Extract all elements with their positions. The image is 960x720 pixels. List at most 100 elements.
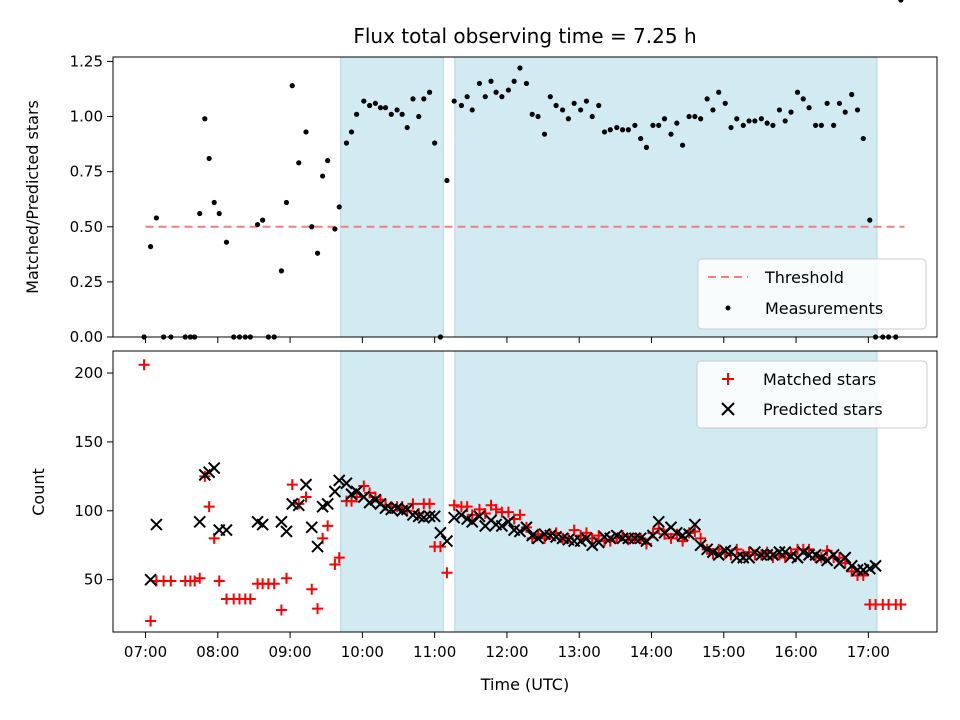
measurement-point bbox=[211, 199, 217, 206]
measurement-point bbox=[800, 96, 806, 102]
measurement-point bbox=[668, 131, 674, 137]
matched-star-point bbox=[695, 532, 707, 544]
measurement-point bbox=[601, 129, 608, 135]
predicted-star-point bbox=[328, 485, 342, 498]
predicted-star-point bbox=[495, 519, 509, 533]
matched-star-point bbox=[653, 523, 665, 535]
measurement-point bbox=[541, 131, 548, 137]
matched-star-point bbox=[312, 603, 324, 615]
measurement-point bbox=[493, 89, 499, 95]
predicted-star-point bbox=[144, 573, 157, 586]
predicted-star-point bbox=[434, 526, 447, 540]
measurement-point bbox=[547, 94, 553, 100]
measurement-points bbox=[141, 0, 904, 340]
predicted-star-point bbox=[333, 474, 346, 487]
y-tick-label: 0.50 bbox=[70, 218, 103, 236]
x-tick-label: 12:00 bbox=[485, 643, 528, 661]
bottom-legend: Matched stars Predicted stars bbox=[696, 360, 928, 429]
measurement-point bbox=[614, 124, 620, 131]
predicted-star-point bbox=[340, 477, 353, 490]
matched-star-point bbox=[743, 546, 755, 558]
y-tick-label: 50 bbox=[84, 571, 103, 589]
measurement-point bbox=[794, 89, 801, 95]
matched-star-point bbox=[165, 575, 177, 587]
matched-star-point bbox=[424, 498, 436, 510]
predicted-star-point bbox=[748, 545, 762, 559]
measurement-point bbox=[289, 83, 295, 89]
measurement-point bbox=[698, 116, 704, 122]
measurement-point bbox=[377, 105, 384, 111]
predicted-star-point bbox=[440, 534, 454, 548]
measurement-point bbox=[867, 217, 873, 223]
predicted-star-point bbox=[851, 563, 864, 577]
predicted-star-point bbox=[628, 532, 642, 545]
matched-star-point bbox=[895, 598, 907, 610]
measurement-point bbox=[571, 100, 577, 106]
matched-star-point bbox=[275, 604, 287, 616]
matched-star-point bbox=[145, 615, 157, 627]
measurement-point bbox=[517, 65, 523, 71]
x-axis-label: Time (UTC) bbox=[480, 675, 569, 694]
top-legend-box bbox=[697, 258, 927, 330]
matched-star-point bbox=[857, 570, 869, 582]
bottom-y-axis-label: Count bbox=[29, 468, 48, 516]
bottom-axes-frame bbox=[112, 350, 938, 633]
measurement-point bbox=[818, 122, 824, 128]
measurement-point bbox=[625, 127, 631, 133]
measurement-point bbox=[553, 102, 559, 109]
measurement-point bbox=[278, 268, 285, 274]
bottom-x-ticks: 07:00 08:00 09:00 10:00 11:00 12:00 13:00 14:00… bbox=[124, 632, 890, 661]
legend-matched-label: Matched stars bbox=[763, 370, 876, 389]
matched-star-point bbox=[286, 479, 298, 491]
y-tick-label: 1.00 bbox=[70, 108, 103, 126]
y-tick-label: 1.25 bbox=[70, 52, 103, 70]
legend-predicted-label: Predicted stars bbox=[763, 400, 883, 419]
measurement-point bbox=[860, 135, 866, 142]
measurement-point bbox=[752, 118, 758, 124]
measurement-point bbox=[309, 224, 315, 230]
measurement-point bbox=[202, 116, 208, 122]
predicted-star-point bbox=[827, 548, 840, 562]
measurement-point bbox=[426, 89, 433, 95]
top-y-axis-label: Matched/Predicted stars bbox=[23, 100, 42, 294]
measurement-point bbox=[812, 122, 819, 128]
measurement-point bbox=[388, 111, 394, 117]
x-tick-label: 17:00 bbox=[847, 643, 890, 661]
predicted-star-point bbox=[473, 510, 486, 523]
measurement-point bbox=[559, 107, 566, 113]
measurement-point bbox=[348, 129, 355, 135]
measurement-point bbox=[410, 96, 416, 102]
predicted-star-point bbox=[531, 532, 545, 545]
measurement-point bbox=[686, 113, 692, 120]
measurement-point bbox=[372, 100, 378, 106]
x-tick-label: 07:00 bbox=[124, 643, 167, 661]
matched-star-point bbox=[322, 520, 334, 532]
measurement-point bbox=[476, 80, 483, 87]
top-panel: 0.00 0.25 0.50 0.75 1.00 1.25 Matched/Predict… bbox=[23, 0, 938, 346]
measurement-point bbox=[734, 116, 740, 122]
predicted-star-point bbox=[604, 532, 617, 545]
matched-star-point bbox=[568, 524, 580, 536]
predicted-star-point bbox=[869, 559, 882, 573]
measurement-point bbox=[583, 98, 590, 104]
predicted-star-point bbox=[311, 540, 324, 553]
top-legend: Threshold Measurements bbox=[697, 258, 927, 330]
matched-star-point bbox=[364, 487, 376, 499]
x-tick-label: 09:00 bbox=[268, 643, 311, 661]
predicted-star-point bbox=[737, 551, 750, 564]
measurement-point bbox=[464, 94, 470, 100]
predicted-star-point bbox=[586, 539, 599, 552]
predicted-star-point bbox=[694, 539, 707, 552]
measurement-point bbox=[421, 96, 427, 102]
measurement-point bbox=[619, 127, 626, 133]
predicted-star-point bbox=[845, 559, 858, 573]
predicted-star-point bbox=[502, 515, 515, 529]
predicted-star-point bbox=[256, 518, 269, 531]
predicted-star-point bbox=[220, 523, 233, 537]
measurement-point bbox=[320, 173, 326, 179]
matched-star-point bbox=[490, 503, 502, 515]
y-tick-label: 150 bbox=[74, 433, 103, 451]
measurement-point bbox=[596, 102, 602, 109]
measurement-point bbox=[740, 122, 746, 128]
matched-star-point bbox=[448, 499, 460, 511]
